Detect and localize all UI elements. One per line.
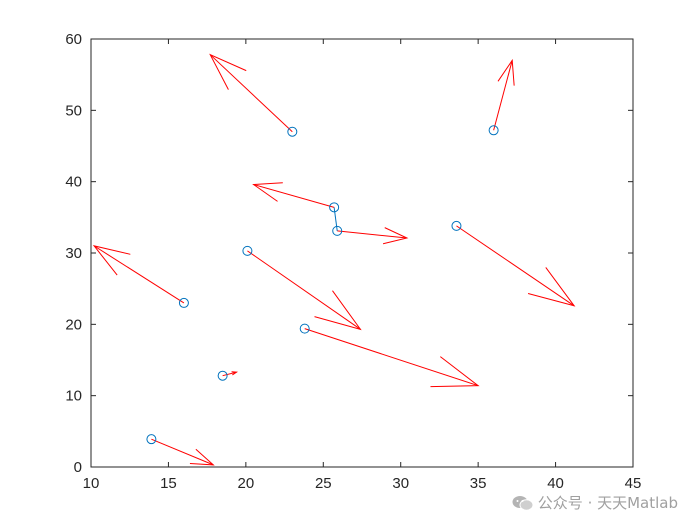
y-tick-label: 60 — [65, 31, 82, 48]
arrow-head — [497, 58, 515, 86]
arrow-shaft — [209, 54, 293, 133]
arrow-shaft — [222, 371, 237, 377]
arrow-shaft — [253, 184, 335, 208]
point-marker — [329, 202, 340, 213]
point-marker — [488, 125, 499, 136]
y-axis: 0 10 20 30 40 50 60 — [65, 31, 633, 476]
x-tick-label: 15 — [160, 475, 177, 492]
quiver-arrow — [493, 58, 515, 131]
watermark-text: 公众号 · 天天Matlab — [537, 494, 678, 512]
quiver-arrow — [222, 371, 239, 377]
x-tick-label: 30 — [392, 475, 409, 492]
x-tick-label: 25 — [315, 475, 332, 492]
arrow-head — [382, 227, 409, 245]
arrow-shaft — [456, 225, 575, 307]
arrow-shaft — [151, 438, 214, 466]
quiver-arrow — [209, 53, 293, 133]
watermark: 公众号 · 天天Matlab — [512, 492, 678, 513]
arrow-shaft — [93, 245, 185, 304]
x-tick-label: 40 — [547, 475, 564, 492]
x-tick-label: 10 — [83, 475, 100, 492]
y-tick-label: 20 — [65, 316, 82, 333]
point-marker — [332, 225, 343, 236]
arrow-shaft — [304, 328, 479, 387]
quiver-arrow — [456, 225, 576, 307]
x-axis: 10 15 20 25 30 35 40 45 — [83, 39, 642, 492]
quiver-arrow — [92, 245, 185, 304]
point-marker — [287, 126, 298, 137]
arrow-head — [314, 290, 362, 331]
arrows-layer — [92, 53, 576, 466]
point-marker — [299, 323, 310, 334]
connections-layer — [333, 207, 338, 231]
arrow-head — [92, 245, 131, 276]
y-tick-label: 10 — [65, 388, 82, 405]
x-tick-label: 35 — [470, 475, 487, 492]
quiver-arrow — [247, 250, 362, 331]
arrow-head — [252, 182, 283, 202]
quiver-arrow — [252, 182, 335, 208]
point-marker — [451, 220, 462, 231]
y-tick-label: 40 — [65, 174, 82, 191]
connection-line — [333, 207, 338, 231]
arrow-shaft — [247, 250, 361, 330]
x-tick-label: 20 — [238, 475, 255, 492]
x-tick-label: 45 — [625, 475, 642, 492]
arrow-head — [209, 53, 247, 90]
arrow-head — [527, 267, 576, 307]
y-tick-label: 0 — [74, 459, 82, 476]
arrow-head — [189, 448, 215, 466]
point-marker — [242, 245, 253, 256]
wechat-icon — [512, 495, 534, 511]
point-marker — [146, 434, 157, 445]
y-tick-label: 30 — [65, 245, 82, 262]
arrow-shaft — [493, 60, 513, 131]
arrow-head — [430, 356, 480, 388]
y-tick-label: 50 — [65, 102, 82, 119]
quiver-arrow — [304, 328, 480, 388]
point-marker — [178, 297, 189, 308]
plot-area — [91, 39, 633, 467]
point-marker — [217, 370, 228, 381]
quiver-arrow — [151, 438, 215, 466]
arrow-head — [231, 371, 239, 376]
points-layer — [146, 125, 499, 445]
quiver-arrow — [337, 227, 409, 245]
arrow-shaft — [337, 230, 407, 239]
